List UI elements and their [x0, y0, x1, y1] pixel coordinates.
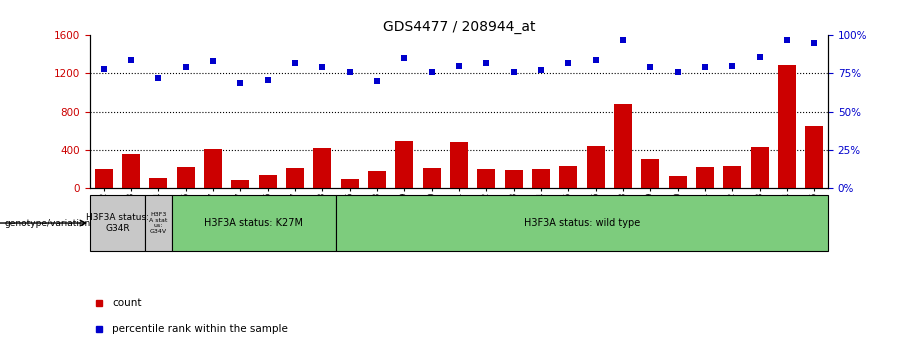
Bar — [145, 195, 172, 251]
Bar — [149, 178, 167, 188]
Title: GDS4477 / 208944_at: GDS4477 / 208944_at — [382, 21, 536, 34]
Bar — [450, 142, 468, 188]
Text: percentile rank within the sample: percentile rank within the sample — [112, 324, 288, 334]
Bar — [532, 169, 550, 188]
Point — [288, 60, 302, 65]
Point — [561, 60, 575, 65]
Point — [670, 69, 685, 75]
Text: genotype/variation: genotype/variation — [4, 218, 91, 228]
Bar — [336, 195, 828, 251]
Bar — [587, 146, 605, 188]
Bar — [172, 195, 336, 251]
Point — [779, 37, 794, 43]
Bar — [642, 159, 659, 188]
Bar — [395, 141, 413, 188]
Point — [178, 64, 193, 70]
Bar — [669, 176, 687, 188]
Text: H3F3
A stat
us:
G34V: H3F3 A stat us: G34V — [149, 212, 167, 234]
Bar — [90, 195, 145, 251]
Bar — [614, 104, 632, 188]
Bar — [204, 149, 222, 188]
Bar — [751, 147, 769, 188]
Point — [151, 75, 166, 81]
Point — [807, 40, 822, 46]
Bar — [806, 126, 824, 188]
Point — [370, 78, 384, 84]
Bar — [724, 166, 742, 188]
Point — [698, 64, 712, 70]
Bar — [423, 168, 440, 188]
Point — [206, 58, 220, 64]
Text: H3F3A status: wild type: H3F3A status: wild type — [524, 218, 640, 228]
Bar — [176, 167, 194, 188]
Bar — [505, 171, 523, 188]
Point — [644, 64, 658, 70]
Bar — [286, 168, 304, 188]
Bar — [341, 179, 358, 188]
Point — [124, 57, 139, 63]
Point — [479, 60, 493, 65]
Text: H3F3A status: K27M: H3F3A status: K27M — [204, 218, 303, 228]
Point — [343, 69, 357, 75]
Bar — [122, 154, 140, 188]
Bar — [560, 166, 577, 188]
Bar — [313, 148, 331, 188]
Bar — [259, 175, 276, 188]
Point — [425, 69, 439, 75]
Point — [260, 77, 274, 82]
Point — [752, 54, 767, 59]
Bar — [477, 169, 495, 188]
Point — [233, 80, 248, 85]
Point — [96, 66, 111, 72]
Text: H3F3A status:
G34R: H3F3A status: G34R — [86, 213, 148, 233]
Point — [507, 69, 521, 75]
Point — [315, 64, 329, 70]
Point — [452, 63, 466, 69]
Point — [534, 68, 548, 73]
Point — [725, 63, 740, 69]
Bar — [368, 171, 386, 188]
Point — [589, 57, 603, 63]
Text: count: count — [112, 298, 142, 308]
Point — [397, 55, 411, 61]
Bar — [94, 169, 112, 188]
Point — [616, 37, 630, 43]
Bar — [231, 181, 249, 188]
Bar — [696, 167, 714, 188]
Bar — [778, 65, 796, 188]
